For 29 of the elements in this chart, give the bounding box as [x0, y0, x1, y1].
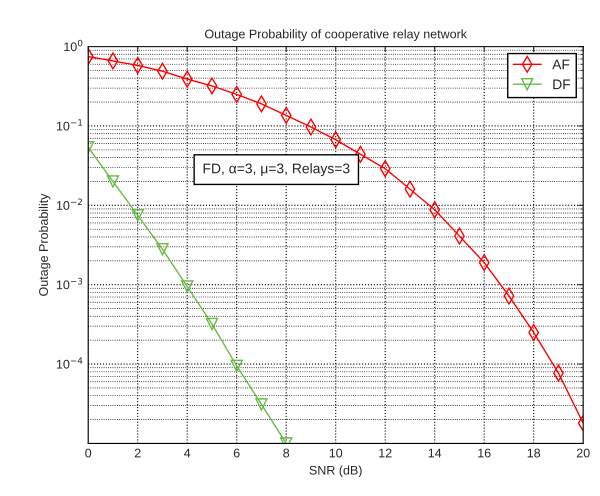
- chart-title: Outage Probability of cooperative relay network: [204, 29, 468, 41]
- point: [255, 398, 268, 411]
- point: [156, 242, 169, 256]
- y-axis-title: Outage Probability: [38, 194, 50, 296]
- x-tick-label: 18: [528, 448, 540, 458]
- x-tick-label: 20: [576, 448, 590, 458]
- point: [131, 209, 144, 222]
- legend-label: AF: [552, 60, 570, 70]
- x-tick-label: 0: [85, 448, 92, 458]
- point: [230, 360, 243, 372]
- y-tick-label: 10$^{−4}$: [56, 357, 82, 369]
- y-tick-label: 10$^{−1}$: [56, 119, 82, 131]
- y-tick-label: 10$^{−2}$: [56, 198, 82, 210]
- x-tick-label: 10: [330, 448, 342, 458]
- y-tick-label: 10$^{0}$: [64, 40, 82, 52]
- point: [106, 175, 120, 188]
- point: [206, 318, 218, 330]
- x-tick-label: 16: [478, 448, 491, 458]
- x-tick-label: 6: [234, 448, 240, 458]
- x-tick-label: 12: [379, 448, 392, 458]
- y-tick-label: 10$^{−3}$: [56, 278, 82, 290]
- x-tick-label: 2: [134, 448, 141, 458]
- x-axis-title: SNR (dB): [310, 465, 362, 478]
- x-tick-label: 8: [283, 448, 290, 458]
- annotation: FD, α=3, μ=3, Relays=3: [204, 163, 350, 176]
- x-tick-label: 4: [184, 448, 190, 458]
- point: [180, 280, 194, 293]
- legend-label: DF: [553, 80, 570, 90]
- x-tick-label: 14: [428, 448, 442, 458]
